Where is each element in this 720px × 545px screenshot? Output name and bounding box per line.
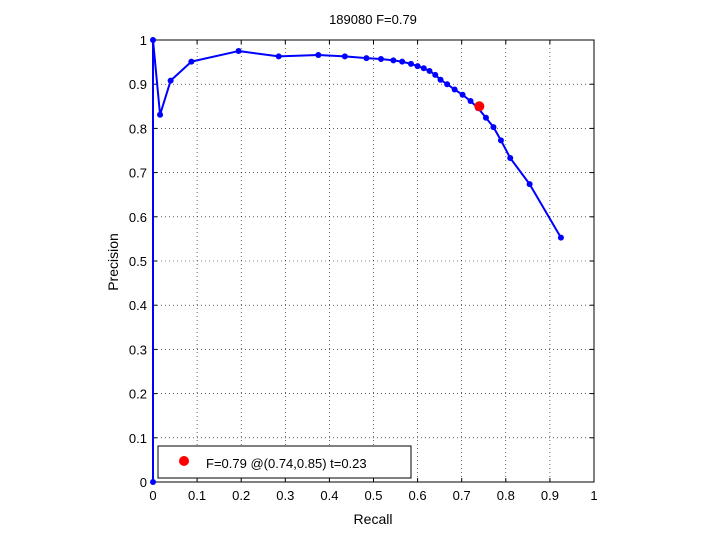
- pr-curve-point: [377, 56, 384, 63]
- y-tick-label: 0.3: [129, 342, 147, 357]
- x-tick-label: 0.9: [541, 488, 559, 503]
- pr-curve-point: [426, 67, 433, 74]
- ticks: 0 0.1 0.2 0.3 0.4 0.5 0.6 0.7 0.8 0.9 1 0 0.1 0.2 0.3 0…: [129, 33, 598, 503]
- y-tick-label: 0: [140, 475, 147, 490]
- pr-curve-point: [275, 53, 282, 60]
- pr-curve-point: [507, 155, 514, 162]
- legend-text: F=0.79 @(0.74,0.85) t=0.23: [206, 456, 367, 471]
- pr-curve-point: [467, 97, 474, 104]
- pr-curve-point: [363, 55, 370, 62]
- x-tick-label: 0.5: [364, 488, 382, 503]
- pr-curve-point: [341, 53, 348, 60]
- x-tick-label: 0.1: [188, 488, 206, 503]
- pr-curve-point: [557, 234, 564, 241]
- y-tick-label: 0.5: [129, 254, 147, 269]
- y-tick-label: 0.8: [129, 121, 147, 136]
- pr-curve-point: [407, 60, 414, 67]
- pr-curve-point: [482, 114, 489, 121]
- pr-curve-point: [451, 86, 458, 93]
- x-tick-label: 0.2: [232, 488, 250, 503]
- legend: F=0.79 @(0.74,0.85) t=0.23: [157, 445, 412, 479]
- x-tick-label: 0: [149, 488, 156, 503]
- y-tick-label: 1: [140, 33, 147, 48]
- pr-curve-point: [459, 91, 466, 98]
- x-tick-label: 0.7: [453, 488, 471, 503]
- x-tick-label: 1: [590, 488, 597, 503]
- x-tick-label: 0.8: [497, 488, 515, 503]
- y-axis-label: Precision: [105, 233, 121, 291]
- x-tick-label: 0.6: [409, 488, 427, 503]
- x-tick-label: 0.4: [320, 488, 338, 503]
- pr-curve-point: [437, 76, 444, 83]
- pr-curve-point: [315, 52, 322, 59]
- pr-curve-point: [150, 479, 156, 485]
- grid: [153, 40, 594, 482]
- y-tick-label: 0.6: [129, 210, 147, 225]
- pr-curve-point: [150, 37, 156, 43]
- pr-curve-point: [420, 65, 427, 72]
- legend-box: [157, 445, 412, 479]
- pr-curve-point: [157, 111, 164, 118]
- pr-curve-point: [390, 57, 397, 64]
- pr-curve-point: [490, 124, 497, 131]
- pr-curve-point: [497, 137, 504, 144]
- y-tick-label: 0.7: [129, 166, 147, 181]
- chart-title: 189080 F=0.79: [329, 12, 417, 27]
- pr-curve-point: [414, 63, 421, 70]
- pr-curve-point: [444, 81, 451, 88]
- pr-curve-point: [188, 58, 195, 65]
- pr-curve-point: [167, 77, 174, 84]
- legend-marker: [179, 456, 189, 466]
- best-f-point: [474, 101, 485, 112]
- y-tick-label: 0.2: [129, 387, 147, 402]
- y-tick-label: 0.1: [129, 431, 147, 446]
- y-tick-label: 0.9: [129, 77, 147, 92]
- pr-curve-point: [526, 181, 533, 188]
- pr-curve-point: [235, 48, 242, 55]
- y-tick-label: 0.4: [129, 298, 147, 313]
- series: [150, 37, 564, 485]
- pr-curve-point: [432, 71, 439, 78]
- x-axis-label: Recall: [354, 511, 393, 527]
- x-tick-label: 0.3: [276, 488, 294, 503]
- pr-curve-point: [399, 58, 406, 65]
